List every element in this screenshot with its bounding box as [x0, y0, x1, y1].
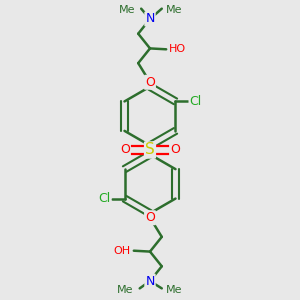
Text: O: O	[145, 211, 155, 224]
Text: Me: Me	[166, 5, 183, 15]
Text: Me: Me	[166, 285, 183, 295]
Text: N: N	[145, 274, 155, 287]
Text: Me: Me	[119, 5, 135, 15]
Text: OH: OH	[114, 246, 131, 256]
Text: O: O	[145, 76, 155, 89]
Text: HO: HO	[169, 44, 186, 54]
Text: N: N	[145, 13, 155, 26]
Text: Me: Me	[117, 285, 134, 295]
Text: S: S	[145, 142, 155, 158]
Text: O: O	[170, 143, 180, 157]
Text: Cl: Cl	[190, 95, 202, 108]
Text: O: O	[120, 143, 130, 157]
Text: Cl: Cl	[98, 192, 110, 205]
